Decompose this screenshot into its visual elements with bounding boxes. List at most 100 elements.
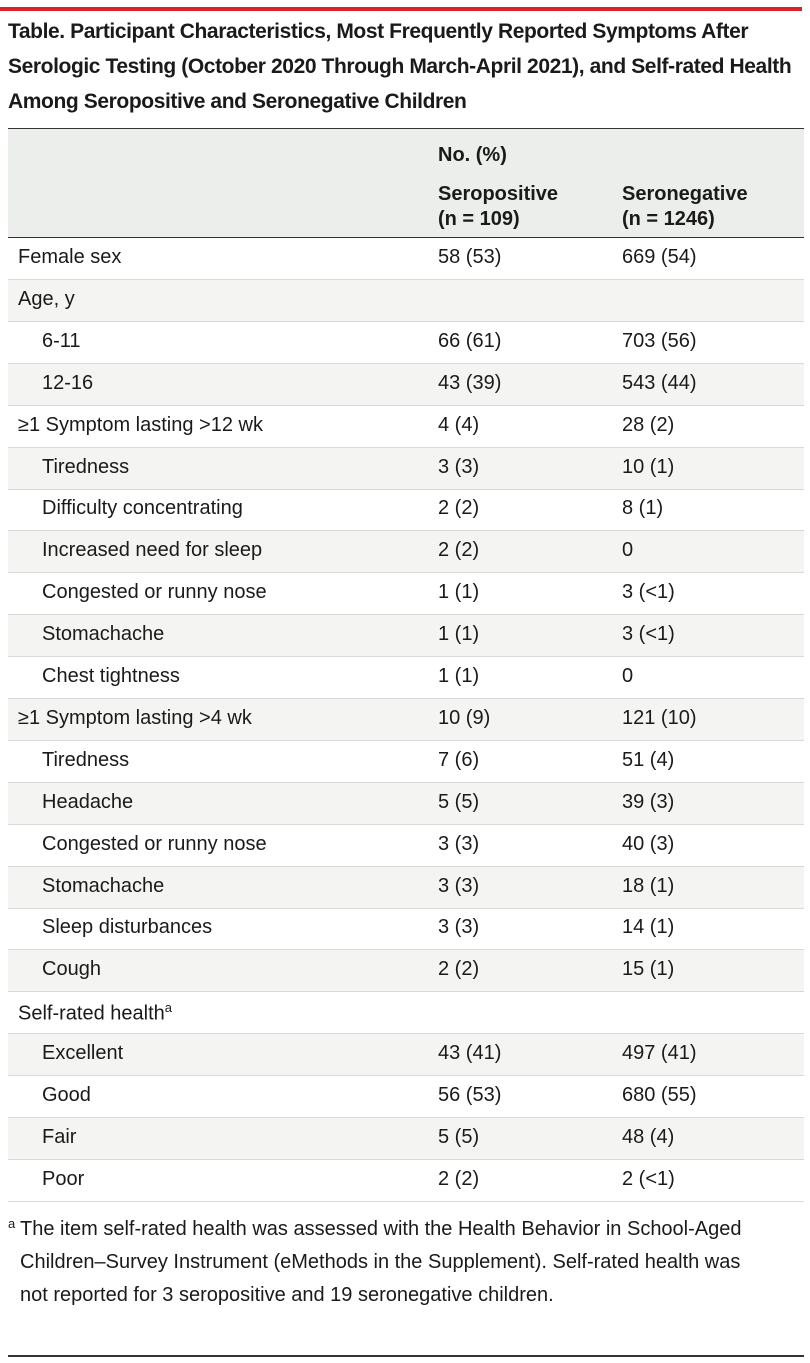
value-cell: 40 (3)	[622, 832, 675, 855]
value-cell: 7 (6)	[438, 748, 480, 771]
row-label: Tiredness	[42, 749, 129, 772]
row-label: Chest tightness	[42, 665, 180, 688]
table-row: Tiredness 3 (3) 10 (1)	[8, 447, 804, 490]
row-label: Congested or runny nose	[42, 833, 267, 856]
row-label: Cough	[42, 958, 101, 981]
table-row: 12-16 43 (39) 543 (44)	[8, 363, 804, 406]
row-label: Self-rated healtha	[18, 1000, 172, 1026]
value-cell: 3 (<1)	[622, 581, 675, 604]
value-cell: 43 (39)	[438, 371, 502, 394]
value-cell: 1 (1)	[438, 581, 480, 604]
value-cell: 15 (1)	[622, 958, 675, 981]
footnote-marker: a	[8, 1216, 16, 1231]
value-cell: 1 (1)	[438, 665, 480, 687]
row-label: Excellent	[42, 1042, 123, 1065]
row-label: ≥1 Symptom lasting >4 wk	[18, 707, 252, 730]
value-cell: 543 (44)	[622, 371, 697, 394]
value-cell: 497 (41)	[622, 1042, 697, 1065]
column-header: Seronegative	[622, 183, 748, 205]
row-label-text: Chest tightness	[42, 665, 180, 687]
table-row: Cough 2 (2) 15 (1)	[8, 950, 804, 993]
row-label-text: Good	[42, 1084, 91, 1106]
value-cell: 0	[622, 665, 634, 687]
row-label: Female sex	[18, 246, 121, 269]
value-cell: 14 (1)	[622, 916, 675, 939]
table-row: Female sex 58 (53) 669 (54)	[8, 238, 804, 280]
value-cell: 5 (5)	[438, 790, 480, 813]
row-label-text: Increased need for sleep	[42, 539, 263, 562]
row-label: 12-16	[42, 372, 93, 395]
table-row: Excellent 43 (41) 497 (41)	[8, 1034, 804, 1077]
column-header-n: (n = 1246)	[622, 208, 715, 230]
row-label: Fair	[42, 1126, 76, 1149]
value-cell: 3 (3)	[438, 916, 480, 939]
footnote: a The item self-rated health was assesse…	[8, 1213, 768, 1312]
value-cell: 1 (1)	[438, 623, 480, 646]
row-label-text: Excellent	[42, 1042, 124, 1065]
row-label-text: Fair	[42, 1125, 77, 1148]
table-row: Stomachache 3 (3) 18 (1)	[8, 866, 804, 909]
row-label-text: Sleep disturbances	[42, 916, 213, 939]
table-row: ≥1 Symptom lasting >12 wk 4 (4) 28 (2)	[8, 406, 804, 448]
table-row: Sleep disturbances 3 (3) 14 (1)	[8, 908, 804, 951]
value-cell: 8 (1)	[622, 497, 664, 520]
footnote-ref: a	[164, 1000, 172, 1016]
footnote-text: The item self-rated health was assessed …	[20, 1218, 742, 1306]
top-rule	[0, 7, 802, 11]
row-label: Headache	[42, 791, 133, 814]
row-label: Difficulty concentrating	[42, 497, 243, 520]
table-row: Poor 2 (2) 2 (<1)	[8, 1160, 804, 1202]
table-title: Table. Participant Characteristics, Most…	[8, 20, 792, 113]
row-label-text: Tiredness	[42, 455, 130, 478]
row-label-text: Poor	[42, 1167, 85, 1190]
table-row: Tiredness 7 (6) 51 (4)	[8, 741, 804, 783]
value-cell: 2 (2)	[438, 539, 480, 562]
value-cell: 28 (2)	[622, 413, 675, 436]
table-header: No. (%) Seropositive (n = 109) Seronegat…	[8, 128, 804, 238]
row-label: Congested or runny nose	[42, 581, 267, 604]
row-label: ≥1 Symptom lasting >12 wk	[18, 414, 263, 437]
table-row: Age, y	[8, 279, 804, 322]
value-cell: 48 (4)	[622, 1125, 675, 1148]
row-label-text: Stomachache	[42, 874, 165, 897]
value-cell: 18 (1)	[622, 874, 675, 897]
table-row: ≥1 Symptom lasting >4 wk 10 (9) 121 (10)	[8, 698, 804, 741]
row-label-text: Headache	[42, 790, 134, 813]
value-cell: 2 (<1)	[622, 1167, 675, 1190]
value-cell: 4 (4)	[438, 413, 480, 436]
table-row: Stomachache 1 (1) 3 (<1)	[8, 615, 804, 658]
table-row: Congested or runny nose 1 (1) 3 (<1)	[8, 573, 804, 616]
table-row: Good 56 (53) 680 (55)	[8, 1076, 804, 1118]
row-label: Increased need for sleep	[42, 539, 262, 562]
table-row: Chest tightness 1 (1) 0	[8, 657, 804, 699]
row-label-text: Self-rated health	[18, 1002, 165, 1025]
value-cell: 3 (3)	[438, 874, 480, 897]
value-cell: 66 (61)	[438, 329, 502, 352]
value-cell: 51 (4)	[622, 748, 675, 771]
value-cell: 39 (3)	[622, 790, 675, 813]
column-header: Seropositive	[438, 183, 559, 205]
value-cell: 3 (3)	[438, 832, 480, 855]
column-header-n: (n = 109)	[438, 208, 520, 230]
value-cell: 3 (3)	[438, 455, 480, 478]
value-cell: 2 (2)	[438, 497, 480, 520]
value-cell: 703 (56)	[622, 329, 697, 352]
value-cell: 5 (5)	[438, 1125, 480, 1148]
row-label: Good	[42, 1084, 91, 1107]
table-row: Congested or runny nose 3 (3) 40 (3)	[8, 825, 804, 867]
value-cell: 3 (<1)	[622, 623, 675, 646]
row-label-text: 12-16	[42, 371, 94, 394]
table-row: Headache 5 (5) 39 (3)	[8, 782, 804, 825]
row-label: Age, y	[18, 288, 75, 311]
value-cell: 121 (10)	[622, 706, 697, 729]
row-label-text: 6-11	[42, 329, 81, 352]
value-cell: 2 (2)	[438, 958, 480, 981]
table-row: Fair 5 (5) 48 (4)	[8, 1117, 804, 1160]
row-label-text: Cough	[42, 958, 101, 981]
table-row: Increased need for sleep 2 (2) 0	[8, 531, 804, 574]
row-label: Tiredness	[42, 456, 129, 479]
row-label-text: Difficulty concentrating	[42, 497, 243, 520]
row-label: Poor	[42, 1168, 84, 1191]
